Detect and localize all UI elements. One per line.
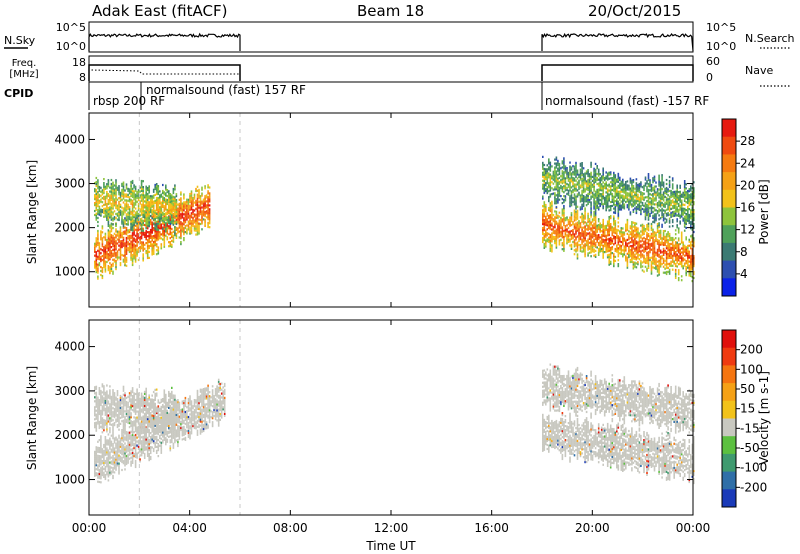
colorbar-tick-label: -50 xyxy=(740,441,760,455)
freq-tick-high: 18 xyxy=(72,56,86,69)
power-ytick-label: 4000 xyxy=(54,132,85,146)
date-title: 20/Oct/2015 xyxy=(588,2,681,20)
colorbar-swatch xyxy=(722,400,736,419)
colorbar-tick-label: 200 xyxy=(740,343,763,357)
noise-tick-low: 10^0 xyxy=(56,40,86,53)
nsky-label: N.Sky xyxy=(4,34,36,47)
power-band-3 xyxy=(542,200,695,283)
nave-label: Nave xyxy=(745,64,773,77)
colorbar-tick-label: 15 xyxy=(740,402,755,416)
nave-tick-low: 0 xyxy=(706,71,713,84)
colorbar-swatch xyxy=(722,207,736,226)
xtick-label: 04:00 xyxy=(172,521,207,535)
xtick-label: 12:00 xyxy=(374,521,409,535)
colorbar-swatch xyxy=(722,489,736,508)
colorbar-tick-label: 50 xyxy=(740,382,755,396)
xtick-label: 00:00 xyxy=(72,521,107,535)
power-ylabel: Slant Range [km] xyxy=(25,160,39,264)
velocity-band-2 xyxy=(94,383,178,437)
xtick-label: 08:00 xyxy=(273,521,308,535)
power-colorbar: 4 8 12 16 20 24 28 xyxy=(721,118,755,297)
colorbar-tick-label: 4 xyxy=(740,267,748,281)
xaxis-title: Time UT xyxy=(365,539,416,553)
colorbar-tick-label: -200 xyxy=(740,480,767,494)
colorbar-tick-label: -100 xyxy=(740,461,767,475)
power-ytick-label: 2000 xyxy=(54,221,85,235)
nave-trace xyxy=(91,69,240,75)
noise-tick-high: 10^5 xyxy=(56,21,86,34)
colorbar-swatch xyxy=(722,136,736,155)
colorbar-tick-label: 28 xyxy=(740,134,755,148)
beam-title: Beam 18 xyxy=(357,2,424,20)
freq-panel xyxy=(88,55,694,83)
noise-tick-low-right: 10^0 xyxy=(706,40,736,53)
noise-panel xyxy=(88,21,694,53)
velocity-ylabel: Slant Range [km] xyxy=(25,366,39,470)
xtick-label: 16:00 xyxy=(474,521,509,535)
nsearch-label: N.Search xyxy=(745,32,795,45)
velocity-colorbar: 200 100 50 15 -15 -50 -100 -200 xyxy=(721,329,767,508)
power-ytick-label: 3000 xyxy=(54,177,85,191)
power-band-2 xyxy=(94,176,178,237)
velocity-ytick-label: 2000 xyxy=(54,428,85,442)
colorbar-swatch xyxy=(722,242,736,262)
velocity-ytick-label: 4000 xyxy=(54,340,85,354)
colorbar-tick-label: 20 xyxy=(740,178,755,192)
cpid-text-2: normalsound (fast) 157 RF xyxy=(146,83,306,97)
colorbar-swatch xyxy=(722,436,736,455)
colorbar-swatch xyxy=(722,418,736,437)
colorbar-swatch xyxy=(722,260,736,279)
velocity-colorbar-label: Velocity [m s-1] xyxy=(757,371,771,465)
velocity-ytick-label: 1000 xyxy=(54,473,85,487)
velocity-ytick-label: 3000 xyxy=(54,384,85,398)
colorbar-tick-label: 24 xyxy=(740,156,755,170)
station-title: Adak East (fitACF) xyxy=(92,2,227,20)
power-ytick-label: 1000 xyxy=(54,265,85,279)
colorbar-swatch xyxy=(722,225,736,244)
freq-label: Freq. xyxy=(12,58,37,69)
cpid-label: CPID xyxy=(4,87,33,100)
colorbar-swatch xyxy=(722,383,736,402)
nsky-trace xyxy=(88,32,694,52)
colorbar-swatch xyxy=(722,330,736,349)
cpid-text-3: normalsound (fast) -157 RF xyxy=(545,94,709,108)
noise-tick-high-right: 10^5 xyxy=(706,21,736,34)
colorbar-swatch xyxy=(722,453,736,473)
power-panel xyxy=(88,112,695,308)
nave-tick-high: 60 xyxy=(706,55,720,68)
colorbar-tick-label: 100 xyxy=(740,362,763,376)
power-band-4 xyxy=(542,155,695,234)
velocity-band-3 xyxy=(542,412,695,485)
colorbar-tick-label: -15 xyxy=(740,421,760,435)
cpid-text-1: rbsp 200 RF xyxy=(93,94,165,108)
freq-unit-label: [MHz] xyxy=(9,69,38,80)
colorbar-tick-label: 8 xyxy=(740,245,748,259)
colorbar-swatch xyxy=(722,347,736,366)
freq-tick-low: 8 xyxy=(79,71,86,84)
velocity-panel xyxy=(88,319,695,516)
colorbar-tick-label: 16 xyxy=(740,201,755,215)
freq-trace xyxy=(88,64,694,81)
power-colorbar-label: Power [dB] xyxy=(757,179,771,244)
colorbar-swatch xyxy=(722,278,736,297)
colorbar-swatch xyxy=(722,172,736,191)
xtick-label: 00:00 xyxy=(676,521,711,535)
colorbar-tick-label: 12 xyxy=(740,223,755,237)
xtick-label: 20:00 xyxy=(575,521,610,535)
colorbar-swatch xyxy=(722,119,736,138)
velocity-band-4 xyxy=(542,363,695,434)
colorbar-swatch xyxy=(722,154,736,173)
colorbar-swatch xyxy=(722,365,736,384)
colorbar-swatch xyxy=(722,471,736,490)
colorbar-swatch xyxy=(722,189,736,208)
